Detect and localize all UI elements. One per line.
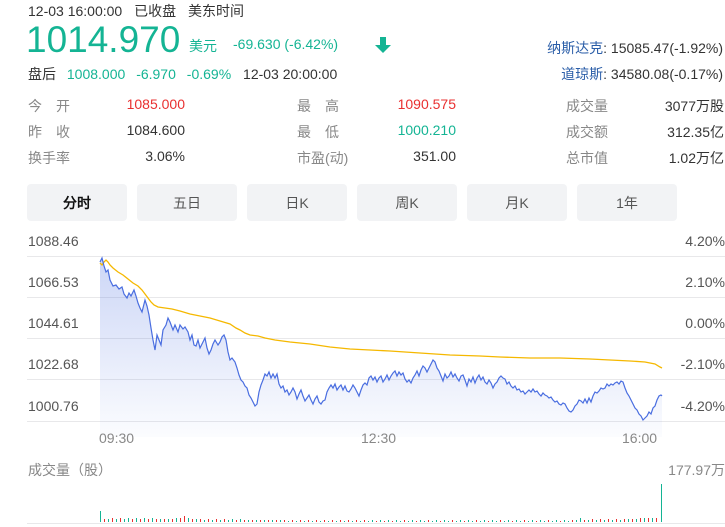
index-dow-label[interactable]: 道琼斯 (561, 66, 604, 82)
quote-status-line: 12-03 16:00:00 已收盘 美东时间 (28, 1, 252, 21)
after-hours-change: -6.970 (136, 66, 176, 82)
x-tick: 16:00 (622, 430, 658, 446)
average-price-line (99, 259, 663, 369)
y-right-tick: -4.20% (680, 398, 725, 414)
price-line (99, 256, 663, 422)
stat-amount-value: 312.35亿 (667, 124, 724, 140)
y-right-tick: 2.10% (685, 274, 725, 290)
price-change: -69.630 (-6.42%) (233, 36, 338, 52)
tab-daily-k[interactable]: 日K (247, 184, 347, 221)
stat-low-label: 最 低 (297, 124, 339, 140)
index-dow[interactable]: 道琼斯: 34580.08(-0.17%) (561, 64, 723, 84)
stat-turnover-label: 换手率 (28, 150, 70, 166)
stat-open-label: 今 开 (28, 98, 70, 114)
price-area (100, 258, 662, 437)
volume-bars (100, 484, 662, 522)
after-hours-change-pct: -0.69% (186, 66, 232, 82)
stat-high-label: 最 高 (297, 98, 339, 114)
index-nasdaq-label[interactable]: 纳斯达克 (547, 40, 604, 56)
y-right-tick: 4.20% (685, 233, 725, 249)
change-percent: (-6.42%) (284, 36, 339, 52)
stat-prev-close-label: 昨 收 (28, 124, 70, 140)
tab-weekly-k[interactable]: 周K (357, 184, 457, 221)
y-right-tick: 0.00% (685, 315, 725, 331)
x-tick: 12:30 (361, 430, 397, 446)
stat-pe-label: 市盈(动) (297, 150, 349, 166)
after-hours-label: 盘后 (28, 66, 56, 82)
stat-amount-label: 成交额 (566, 124, 608, 140)
tab-one-year[interactable]: 1年 (577, 184, 677, 221)
tab-intraday[interactable]: 分时 (27, 184, 127, 221)
volume-title: 成交量（股） (28, 462, 112, 478)
y-left-tick: 1022.68 (28, 356, 79, 372)
stat-low-value: 1000.210 (397, 122, 456, 138)
index-nasdaq[interactable]: 纳斯达克: 15085.47(-1.92%) (547, 38, 723, 58)
y-left-tick: 1066.53 (28, 274, 79, 290)
tab-five-day[interactable]: 五日 (137, 184, 237, 221)
stat-volume-label: 成交量 (566, 98, 608, 114)
quote-datetime: 12-03 16:00:00 (28, 3, 123, 19)
market-status: 已收盘 (134, 3, 177, 19)
y-left-tick: 1000.76 (28, 398, 79, 414)
down-arrow-icon (374, 36, 392, 59)
after-hours-time: 12-03 20:00:00 (243, 66, 338, 82)
stat-pe-value: 351.00 (413, 148, 456, 164)
stat-mktcap-label: 总市值 (566, 150, 608, 166)
index-nasdaq-value: : 15085.47(-1.92%) (603, 40, 723, 56)
x-tick: 09:30 (99, 430, 135, 446)
currency-label: 美元 (189, 38, 217, 54)
after-hours-price: 1008.000 (66, 66, 126, 82)
stat-mktcap-value: 1.02万亿 (668, 150, 724, 166)
y-right-tick: -2.10% (680, 356, 725, 372)
after-hours-row: 盘后 1008.000 -6.970 -0.69% 12-03 20:00:00 (28, 64, 337, 84)
last-price: 1014.970 (26, 19, 181, 60)
y-left-tick: 1088.46 (28, 233, 79, 249)
y-left-tick: 1044.61 (28, 315, 79, 331)
timezone-label: 美东时间 (187, 3, 244, 19)
change-value: -69.630 (233, 36, 281, 52)
stat-open-value: 1085.000 (126, 96, 185, 112)
stat-turnover-value: 3.06% (145, 148, 185, 164)
stat-high-value: 1090.575 (397, 96, 456, 112)
stat-volume-value: 3077万股 (664, 98, 724, 114)
index-dow-value: : 34580.08(-0.17%) (603, 66, 723, 82)
volume-max-label: 177.97万 (668, 462, 725, 478)
stat-prev-close-value: 1084.600 (126, 122, 185, 138)
tab-monthly-k[interactable]: 月K (467, 184, 567, 221)
